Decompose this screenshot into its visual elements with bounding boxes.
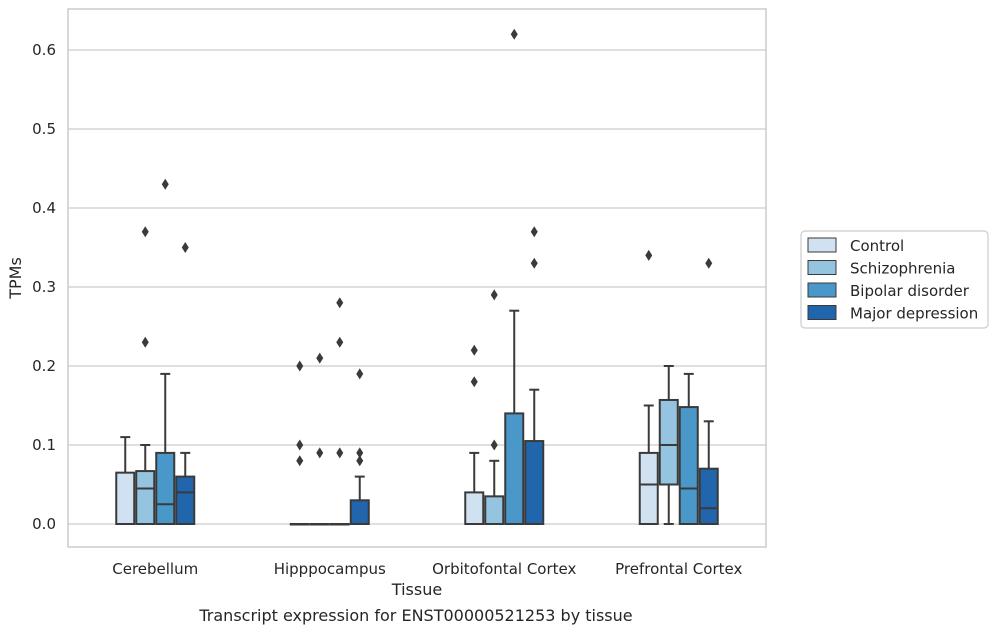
legend-swatch — [807, 282, 837, 298]
box-prefrontal-cortex-bipolar-disorder — [678, 372, 699, 525]
legend-item: Major depression — [807, 305, 978, 323]
box-cerebellum-control — [115, 436, 136, 525]
outlier-point — [296, 360, 304, 372]
box-prefrontal-cortex-control — [638, 249, 659, 525]
outlier-point — [141, 336, 149, 348]
grid-lines — [68, 49, 766, 525]
y-tick-label: 0.1 — [32, 436, 56, 454]
plot-frame — [67, 8, 767, 548]
box-orbitofontal-cortex-control — [464, 344, 485, 525]
box-body — [504, 412, 525, 525]
box-body — [135, 470, 156, 526]
outlier-point — [296, 455, 304, 467]
outlier-point — [336, 447, 344, 459]
box-body — [155, 451, 176, 525]
box-cerebellum-major-depression — [175, 242, 196, 526]
box-hipppocampus-bipolar-disorder — [329, 297, 350, 526]
outlier-point — [356, 455, 364, 467]
outlier-point — [510, 28, 518, 40]
outlier-point — [705, 257, 713, 269]
outlier-point — [181, 242, 189, 253]
legend-item: Control — [807, 237, 904, 255]
legend-swatch — [807, 305, 837, 320]
box-hipppocampus-control — [289, 360, 310, 526]
x-tick-label: Cerebellum — [112, 560, 198, 578]
x-tick-label: Prefrontal Cortex — [615, 560, 742, 578]
box-body — [175, 475, 196, 526]
y-tick-label: 0.3 — [32, 278, 56, 296]
outlier-point — [530, 257, 538, 269]
y-tick-label: 0.5 — [32, 120, 56, 138]
box-body — [484, 495, 505, 526]
box-body — [698, 467, 719, 526]
outlier-point — [645, 249, 653, 261]
legend-label: Control — [850, 237, 904, 255]
y-tick-label: 0.6 — [32, 41, 56, 59]
box-body — [464, 491, 485, 525]
y-tick-label: 0.2 — [32, 357, 56, 375]
x-tick-label: Orbitofontal Cortex — [432, 560, 576, 578]
legend: Control Schizophrenia Bipolar disorder Majo… — [800, 230, 989, 329]
box-prefrontal-cortex-major-depression — [698, 257, 719, 526]
legend-label: Major depression — [850, 305, 978, 323]
outlier-point — [470, 376, 478, 388]
legend-label: Bipolar disorder — [850, 282, 970, 300]
outlier-point — [161, 178, 169, 190]
box-body — [638, 451, 659, 525]
box-cerebellum-bipolar-disorder — [155, 178, 176, 525]
box-body — [115, 471, 136, 525]
outlier-point — [296, 439, 304, 451]
x-axis-label: Tissue — [391, 580, 442, 599]
y-tick-label: 0.4 — [32, 199, 56, 217]
box-orbitofontal-cortex-schizophrenia — [484, 289, 505, 526]
box-plot-marks — [115, 28, 719, 526]
legend-item: Schizophrenia — [807, 260, 955, 278]
box-body — [349, 499, 370, 525]
outlier-point — [316, 352, 324, 364]
legend-item: Bipolar disorder — [807, 282, 970, 300]
box-hipppocampus-schizophrenia — [309, 352, 330, 526]
outlier-point — [530, 226, 538, 238]
outlier-point — [356, 368, 364, 380]
legend-label: Schizophrenia — [850, 260, 955, 278]
box-body — [678, 406, 699, 525]
x-tick-label: Hipppocampus — [274, 560, 386, 578]
legend-frame — [800, 230, 989, 329]
box-cerebellum-schizophrenia — [135, 226, 156, 526]
figure-caption: Transcript expression for ENST0000052125… — [199, 606, 633, 625]
y-axis-label: TPMs — [6, 257, 25, 300]
box-prefrontal-cortex-schizophrenia — [658, 365, 679, 525]
box-orbitofontal-cortex-bipolar-disorder — [504, 28, 525, 525]
box-body — [524, 440, 545, 525]
outlier-point — [336, 297, 344, 309]
legend-swatch — [807, 237, 837, 253]
legend-swatch — [807, 260, 837, 275]
outlier-point — [490, 439, 498, 451]
x-axis-ticks: Cerebellum Hipppocampus Orbitofontal Corte… — [112, 560, 742, 578]
outlier-point — [336, 336, 344, 348]
box-body — [658, 398, 679, 486]
box-orbitofontal-cortex-major-depression — [524, 226, 545, 525]
outlier-point — [316, 447, 324, 459]
outlier-point — [141, 226, 149, 238]
outlier-point — [356, 447, 364, 459]
outlier-point — [470, 344, 478, 356]
outlier-point — [490, 289, 498, 301]
y-axis-ticks: 0.0 0.1 0.2 0.3 0.4 0.5 0.6 — [32, 41, 56, 533]
y-tick-label: 0.0 — [32, 515, 56, 533]
box-hipppocampus-major-depression — [349, 368, 370, 525]
